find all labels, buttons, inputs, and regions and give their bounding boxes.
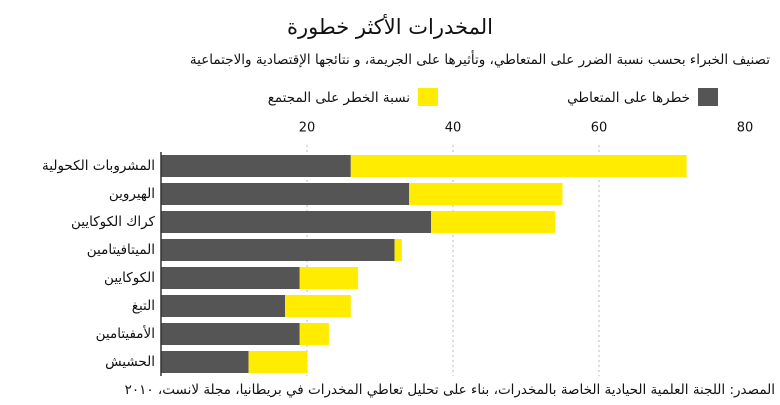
y-tick-label: الهيروين <box>109 186 155 202</box>
y-tick-label: الحشيش <box>105 354 155 370</box>
bar-segment <box>161 295 286 317</box>
bar-segment <box>161 211 432 233</box>
legend-label: خطرها على المتعاطي <box>567 90 690 106</box>
y-tick-label: كراك الكوكايين <box>71 214 156 230</box>
legend-label: نسبة الخطر على المجتمع <box>268 90 410 106</box>
bar-segment <box>161 351 249 373</box>
bar-segment <box>161 183 410 205</box>
y-tick-label: التبغ <box>132 298 155 314</box>
chart-title: المخدرات الأكثر خطورة <box>287 14 493 39</box>
bar-segment <box>350 155 687 177</box>
legend-swatch <box>698 88 718 106</box>
y-tick-label: الكوكايين <box>104 270 155 286</box>
bar-segment <box>299 323 329 345</box>
bar-segment <box>161 267 300 289</box>
bar-segment <box>248 351 307 373</box>
y-tick-label: الميتافيتامين <box>87 242 155 258</box>
bar-segment <box>299 267 359 289</box>
chart-subtitle: تصنيف الخبراء بحسب نسبة الضرر على المتعا… <box>190 50 770 68</box>
bar-segment <box>161 155 351 177</box>
y-tick-label: الأمفيتامين <box>96 325 155 342</box>
bar-segment <box>285 295 351 317</box>
bar-segment <box>409 183 563 205</box>
bar-segment <box>394 239 402 261</box>
x-tick-label: 80 <box>737 121 754 136</box>
bar-segment <box>431 211 556 233</box>
source: المصدر: اللجنة العلمية الحيادية الخاصة ب… <box>125 382 775 398</box>
bar-segment <box>161 239 395 261</box>
legend-swatch <box>418 88 438 106</box>
x-tick-label: 60 <box>591 121 608 136</box>
bar-segment <box>161 323 300 345</box>
y-tick-label: المشروبات الكحولية <box>42 158 155 174</box>
x-tick-label: 40 <box>445 121 462 136</box>
x-tick-label: 20 <box>299 121 316 136</box>
